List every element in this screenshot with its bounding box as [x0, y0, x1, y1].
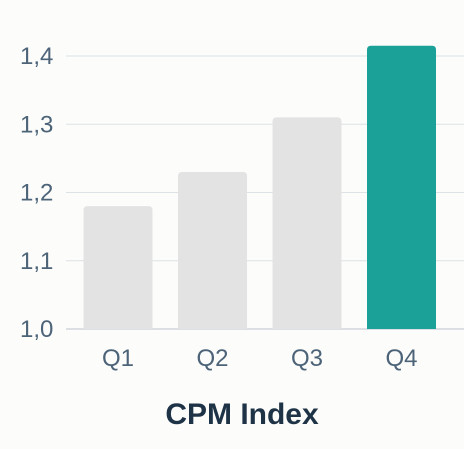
y-tick-label: 1,4 — [20, 43, 53, 70]
y-axis-tick-labels: 1,0 1,1 1,2 1,3 1,4 — [20, 43, 53, 343]
x-tick-label: Q2 — [196, 345, 228, 372]
y-tick-label: 1,0 — [20, 316, 53, 343]
chart-title: CPM Index — [165, 398, 319, 431]
bars — [83, 45, 436, 329]
x-tick-label: Q4 — [385, 345, 417, 372]
bar-q2 — [178, 172, 247, 329]
y-tick-label: 1,1 — [20, 248, 53, 275]
bar-q4 — [367, 45, 436, 329]
x-axis-tick-labels: Q1 Q2 Q3 Q4 — [102, 345, 418, 372]
y-tick-label: 1,2 — [20, 180, 53, 207]
x-tick-label: Q3 — [291, 345, 323, 372]
bar-q3 — [272, 117, 342, 329]
y-tick-label: 1,3 — [20, 111, 53, 138]
bar-q1 — [83, 206, 153, 329]
x-tick-label: Q1 — [102, 345, 134, 372]
